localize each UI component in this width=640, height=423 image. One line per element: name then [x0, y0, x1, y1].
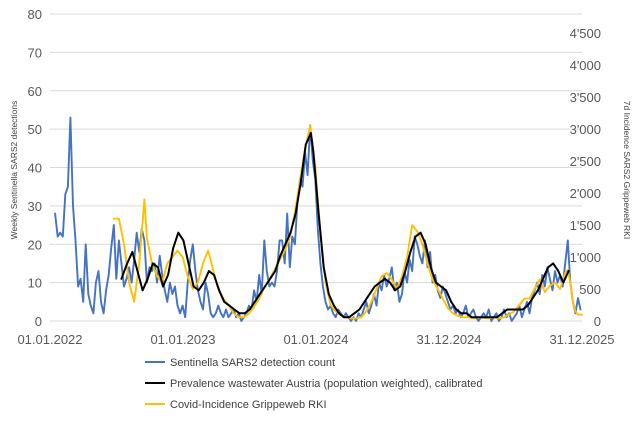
y-axis-right: 0 500 1'000 1'500 2'000 2'500 3'000 3'500 4'000 4…	[570, 26, 601, 329]
y-tick-label: 40	[28, 161, 42, 176]
series-line-wastewater	[120, 132, 570, 319]
legend-label-wastewater: Prevalence wastewater Austria (populatio…	[170, 378, 482, 390]
y-tick-label: 30	[28, 199, 42, 214]
y2-tick-label: 4'500	[570, 26, 601, 41]
y-tick-label: 0	[35, 314, 42, 329]
series-line-sentinella	[54, 116, 582, 322]
y2-tick-label: 1'000	[570, 250, 601, 265]
grid	[50, 13, 582, 284]
x-tick-label: 31.12.2025	[549, 332, 614, 347]
y-tick-label: 50	[28, 122, 42, 137]
x-tick-label: 01.01.2024	[283, 332, 348, 347]
y-axis-title-left: Weekly Sentinella SARS2 detections	[9, 101, 19, 240]
y2-tick-label: 4'000	[570, 58, 601, 73]
y-tick-label: 70	[28, 45, 42, 60]
series-layer	[54, 116, 583, 322]
legend-label-grippeweb: Covid-Incidence Grippeweb RKI	[170, 399, 327, 411]
y2-tick-label: 3'500	[570, 90, 601, 105]
y-axis-left: 0 10 20 30 40 50 60 70 80	[28, 7, 42, 329]
x-tick-label: 01.01.2022	[17, 332, 82, 347]
x-tick-label: 31.12.2024	[416, 332, 481, 347]
y2-tick-label: 500	[579, 282, 601, 297]
y2-tick-label: 3'000	[570, 122, 601, 137]
x-tick-label: 01.01.2023	[150, 332, 215, 347]
y-tick-label: 10	[28, 276, 42, 291]
y-tick-label: 60	[28, 84, 42, 99]
y-axis-title-right: 7d Incidence SARS2 Grippeweb RKI	[622, 101, 632, 239]
series-line-grippeweb	[112, 124, 583, 320]
legend-label-sentinella: Sentinella SARS2 detection count	[170, 357, 335, 369]
y2-tick-label: 0	[594, 314, 601, 329]
x-axis: 01.01.2022 01.01.2023 01.01.2024 31.12.2024…	[17, 332, 614, 347]
y-tick-label: 20	[28, 237, 42, 252]
y-tick-label: 80	[28, 7, 42, 22]
legend: Sentinella SARS2 detection count Prevale…	[145, 357, 482, 411]
y2-tick-label: 2'000	[570, 186, 601, 201]
y2-tick-label: 1'500	[570, 218, 601, 233]
y2-tick-label: 2'500	[570, 154, 601, 169]
